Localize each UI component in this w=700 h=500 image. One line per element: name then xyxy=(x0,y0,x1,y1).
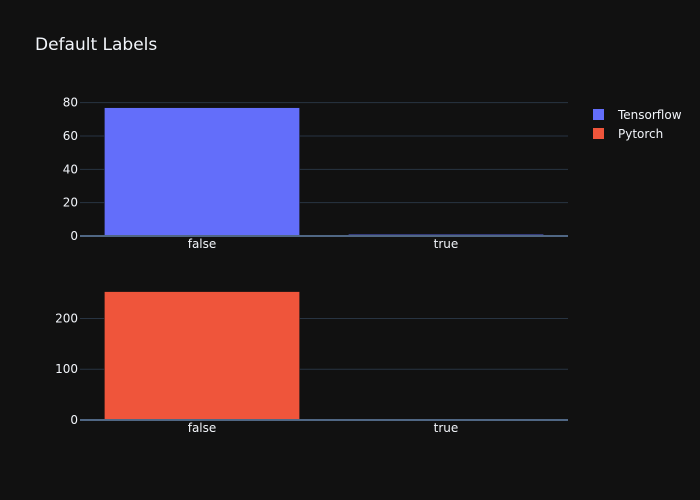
bar-tensorflow-false[interactable] xyxy=(104,107,300,237)
subplots: 0 20 40 60 80 false true 0 100 200 false true xyxy=(55,96,568,435)
y-tick-label: 20 xyxy=(63,196,78,210)
legend-swatch xyxy=(593,128,604,139)
subplot-1: 0 100 200 false true xyxy=(55,291,568,435)
y-tick-label: 200 xyxy=(55,311,78,325)
legend-label: Pytorch xyxy=(618,127,663,141)
y-tick-label: 0 xyxy=(70,413,78,427)
y-tick-label: 100 xyxy=(55,362,78,376)
subplot-0: 0 20 40 60 80 false true xyxy=(63,96,568,251)
y-tick-label: 80 xyxy=(63,96,78,110)
legend-swatch xyxy=(593,109,604,120)
x-tick-label: false xyxy=(188,421,217,435)
y-tick-label: 60 xyxy=(63,129,78,143)
legend[interactable]: Tensorflow Pytorch xyxy=(593,108,682,141)
x-tick-label: true xyxy=(434,237,459,251)
legend-item-tensorflow[interactable]: Tensorflow xyxy=(593,108,682,122)
bar-pytorch-false[interactable] xyxy=(104,291,300,421)
chart-title: Default Labels xyxy=(35,35,157,55)
y-tick-label: 40 xyxy=(63,162,78,176)
x-tick-label: true xyxy=(434,421,459,435)
y-tick-label: 0 xyxy=(70,229,78,243)
x-tick-label: false xyxy=(188,237,217,251)
legend-item-pytorch[interactable]: Pytorch xyxy=(593,127,663,141)
legend-label: Tensorflow xyxy=(617,108,682,122)
